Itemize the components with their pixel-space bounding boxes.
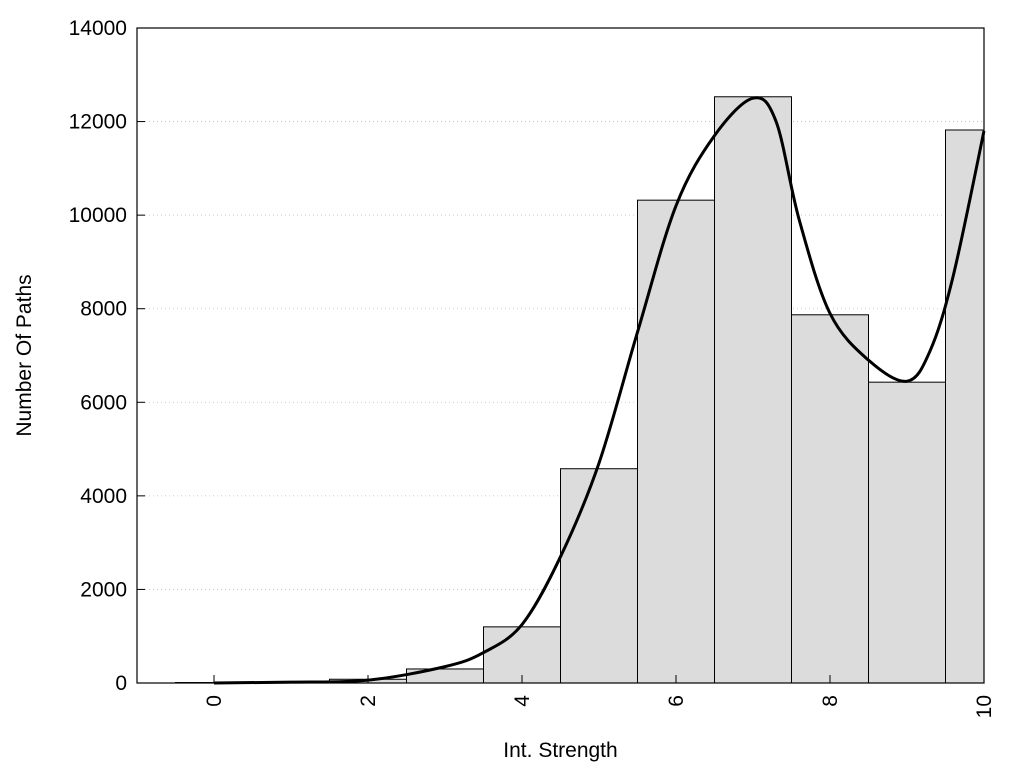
y-tick-label: 4000 <box>80 485 127 508</box>
bar <box>868 381 946 684</box>
curve-layer <box>213 96 986 685</box>
y-tick-label: 12000 <box>69 111 127 134</box>
bar <box>791 314 869 684</box>
x-tick-label: 6 <box>665 695 688 707</box>
y-tick-label: 8000 <box>80 298 127 321</box>
y-tick-label: 14000 <box>69 17 127 40</box>
plot-frame <box>136 27 985 684</box>
bars <box>175 96 985 684</box>
y-tick-label: 6000 <box>80 391 127 414</box>
bar <box>560 468 638 684</box>
y-axis-title: Number Of Paths <box>13 274 36 436</box>
bar <box>637 199 715 684</box>
bar <box>945 129 985 684</box>
x-tick-label: 10 <box>973 695 996 718</box>
x-axis-ticks: 0 2 4 6 8 10 <box>203 675 996 718</box>
x-axis-title: Int. Strength <box>503 739 617 762</box>
x-tick-label: 0 <box>203 695 226 707</box>
y-tick-label: 2000 <box>80 578 127 601</box>
fit-curve <box>213 96 986 685</box>
x-tick-label: 8 <box>819 695 842 707</box>
bar <box>714 96 792 684</box>
y-tick-label: 10000 <box>69 204 127 227</box>
y-tick-label: 0 <box>115 672 127 695</box>
y-axis-ticks: 0 2000 4000 6000 8000 10000 12000 14000 <box>69 17 145 695</box>
x-tick-label: 2 <box>357 695 380 707</box>
bar <box>483 626 561 684</box>
x-tick-label: 4 <box>511 695 534 707</box>
